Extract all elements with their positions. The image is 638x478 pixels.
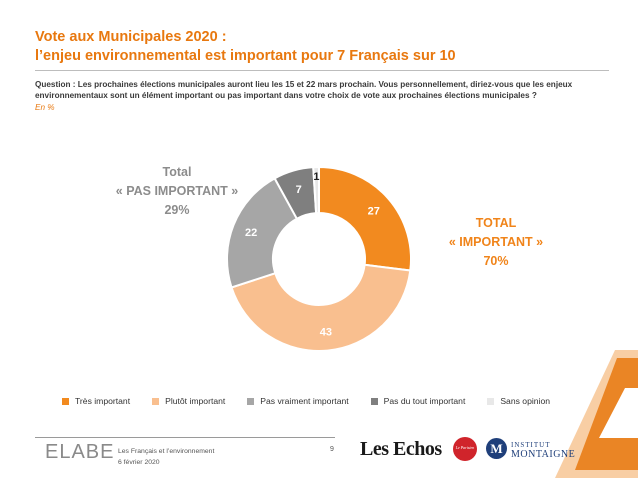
data-label-pas-du-tout-important: 7 [296,184,302,196]
survey-question: Question : Les prochaines élections muni… [35,80,573,100]
legend-swatch [370,397,378,405]
page-number: 9 [330,446,334,453]
brand-triangle-graphic [555,350,638,478]
legend-swatch [152,397,160,405]
legend-item-pas-vraiment-important: Pas vraiment important [247,396,349,406]
footer-divider [35,437,335,438]
data-label-pas-vraiment-important: 22 [245,227,257,239]
legend-label: Sans opinion [500,396,551,406]
le-parisien-logo: Le Parisien [453,437,477,461]
header-divider [35,70,609,71]
data-label-sans-opinion: 1 [313,171,319,183]
slice-tres-important [318,165,412,272]
legend-label: Plutôt important [165,396,226,406]
legend-swatch [62,397,69,405]
footer-date: 6 février 2020 [118,459,160,466]
callout-left-line-3: 29% [164,203,190,217]
slice-plutot-important [230,263,412,352]
unit-label: En % [35,103,55,112]
legend-item-pas-du-tout-important: Pas du tout important [370,396,466,406]
institut-montaigne-logo: INSTITUT MONTAIGNE [511,440,575,460]
le-parisien-logo-text: Le Parisien [455,445,475,450]
callout-right-line-2: « IMPORTANT » [448,235,544,249]
legend-label: Pas du tout important [383,396,466,406]
callout-left-line-1: Total [162,165,192,179]
les-echos-logo: Les Echos [360,438,442,460]
callout-right-line-3: 70% [483,254,509,268]
total-important-callout: TOTAL « IMPORTANT » 70% [426,214,566,271]
institut-montaigne-badge: M [486,438,507,459]
legend-label: Très important [75,396,131,406]
legend-swatch [487,397,495,405]
data-label-plutot-important: 43 [320,327,332,339]
legend-item-tres-important: Très important [62,396,130,406]
footer-text: Les Français et l’environnement 6 févrie… [118,446,214,468]
legend-item-plutot-important: Plutôt important [152,396,225,406]
slide-title: Vote aux Municipales 2020 : l’enjeu envi… [35,28,456,66]
slice-sans-opinion [312,165,320,215]
legend-swatch [247,397,255,405]
montaigne-line-1: INSTITUT [511,441,551,449]
data-label-tres-important: 27 [368,206,380,218]
legend-label: Pas vraiment important [260,396,349,406]
footer-subtitle: Les Français et l’environnement [118,448,215,455]
callout-right-line-1: TOTAL [475,216,517,230]
title-line-1: Vote aux Municipales 2020 : [35,29,227,45]
elabe-logo-text: ELABE [45,441,115,463]
legend-item-sans-opinion: Sans opinion [487,396,550,406]
elabe-logo: ELABE [45,441,114,464]
title-line-2: l’enjeu environnemental est important po… [35,48,456,64]
total-not-important-callout: Total « PAS IMPORTANT » 29% [112,163,242,220]
callout-left-line-2: « PAS IMPORTANT » [115,184,239,198]
chart-legend: Très important Plutôt important Pas vraime… [62,396,550,406]
montaigne-line-2: MONTAIGNE [511,449,576,460]
